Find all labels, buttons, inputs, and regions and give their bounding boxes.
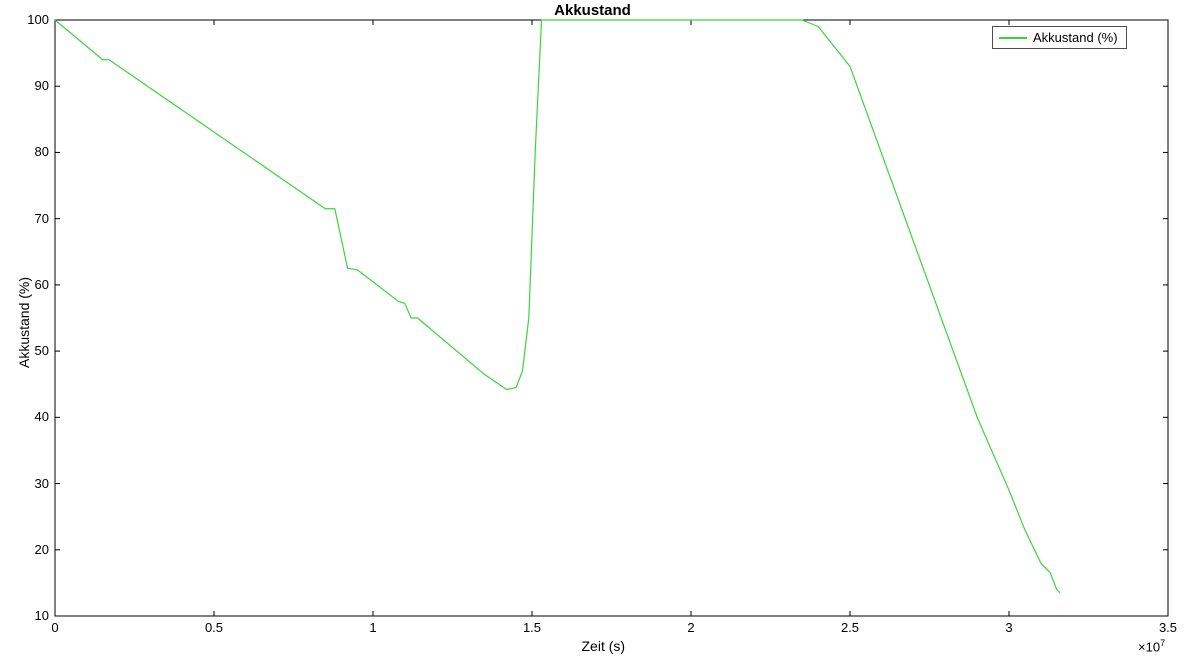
- x-tick-label: 2: [676, 620, 706, 635]
- y-tick-label: 70: [35, 211, 49, 226]
- y-tick-label: 20: [35, 542, 49, 557]
- x-tick-label: 1.5: [517, 620, 547, 635]
- y-tick-label: 40: [35, 409, 49, 424]
- y-tick-label: 50: [35, 343, 49, 358]
- x-tick-label: 1: [358, 620, 388, 635]
- y-tick-label: 100: [27, 12, 49, 27]
- x-exponent-label: ×107: [1138, 638, 1165, 654]
- plot-svg: [0, 0, 1185, 660]
- y-tick-label: 10: [35, 608, 49, 623]
- y-tick-label: 80: [35, 144, 49, 159]
- y-tick-label: 60: [35, 277, 49, 292]
- legend-swatch: [999, 37, 1027, 39]
- x-tick-label: 2.5: [835, 620, 865, 635]
- x-tick-label: 3: [994, 620, 1024, 635]
- legend-label: Akkustand (%): [1033, 30, 1118, 45]
- x-tick-label: 0.5: [199, 620, 229, 635]
- x-axis-label: Zeit (s): [582, 638, 626, 654]
- y-tick-label: 30: [35, 476, 49, 491]
- y-tick-label: 90: [35, 78, 49, 93]
- y-axis-label: Akkustand (%): [16, 277, 32, 368]
- x-tick-label: 3.5: [1153, 620, 1183, 635]
- chart-container: Akkustand Akkustand (%) Zeit (s) Akkusta…: [0, 0, 1185, 660]
- legend-box: Akkustand (%): [992, 26, 1127, 49]
